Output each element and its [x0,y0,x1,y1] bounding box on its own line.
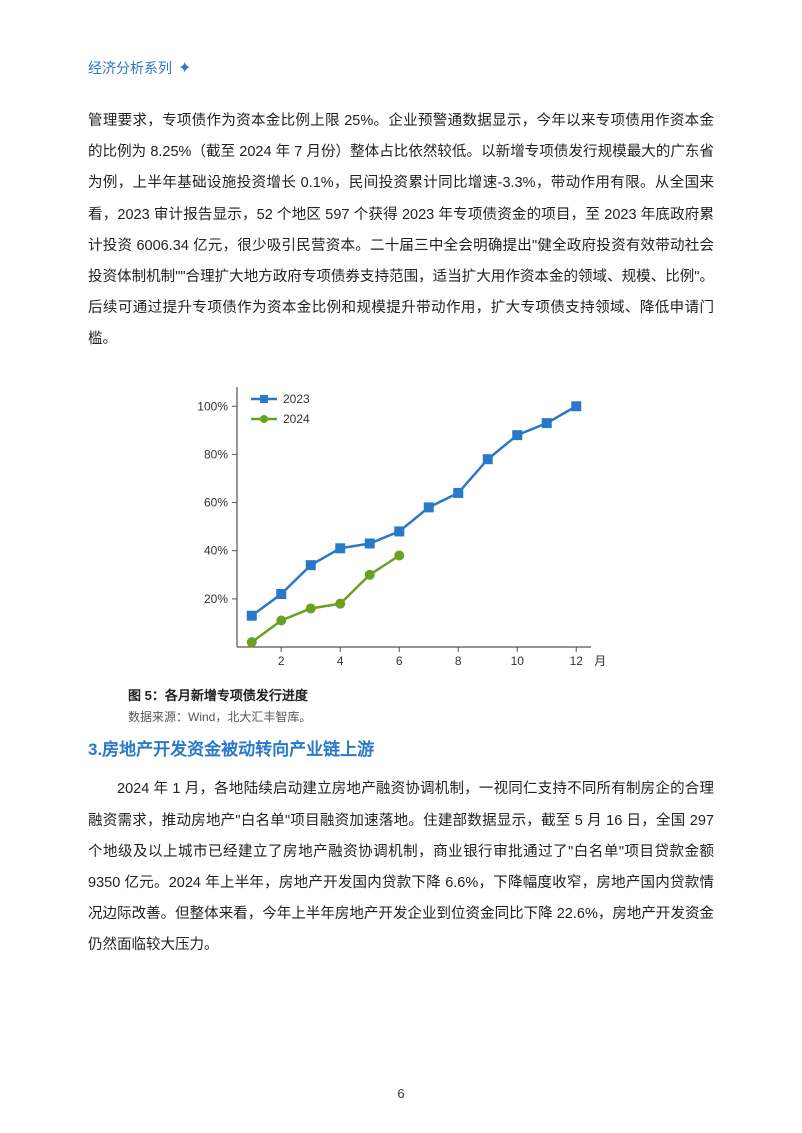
svg-text:100%: 100% [197,400,228,414]
line-chart-svg: 20% 40% 60% 80% 100% 2 4 6 8 10 12 月 2023 2024 [181,375,621,675]
svg-text:10: 10 [511,654,525,668]
chart-figure-5: 20% 40% 60% 80% 100% 2 4 6 8 10 12 月 2023 2024 [181,375,621,675]
page-header: 经济分析系列 ✦ [88,58,714,78]
page-number: 6 [0,1086,802,1101]
svg-text:60%: 60% [204,496,228,510]
svg-text:2: 2 [278,654,285,668]
section-heading-3: 3.房地产开发资金被动转向产业链上游 [88,735,714,760]
paragraph-1: 管理要求，专项债作为资本金比例上限 25%。企业预警通数据显示，今年以来专项债用… [88,106,714,355]
star-icon: ✦ [178,58,191,78]
svg-text:2024: 2024 [283,412,310,426]
header-title: 经济分析系列 [88,58,172,78]
svg-text:4: 4 [337,654,344,668]
svg-text:20%: 20% [204,592,228,606]
svg-text:12: 12 [570,654,584,668]
svg-text:6: 6 [396,654,403,668]
svg-text:2023: 2023 [283,392,310,406]
svg-text:月: 月 [594,654,606,668]
figure-source: 数据来源：Wind，北大汇丰智库。 [128,708,714,725]
figure-caption: 图 5：各月新增专项债发行进度 [128,685,714,704]
svg-text:40%: 40% [204,544,228,558]
svg-text:80%: 80% [204,448,228,462]
paragraph-2: 2024 年 1 月，各地陆续启动建立房地产融资协调机制，一视同仁支持不同所有制… [88,774,714,961]
svg-text:8: 8 [455,654,462,668]
